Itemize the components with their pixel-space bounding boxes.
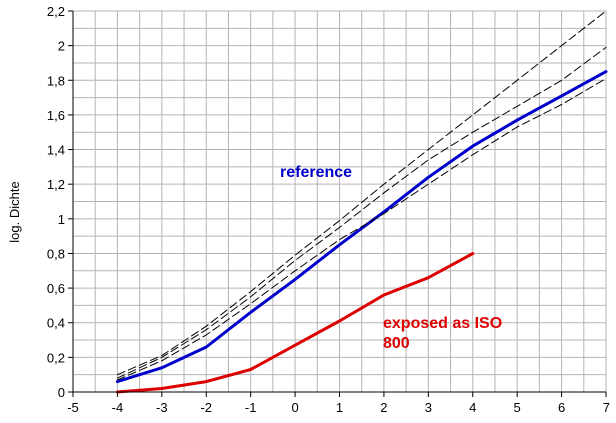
- y-tick-label: 1: [58, 212, 65, 227]
- y-tick-label: 2,2: [47, 4, 65, 19]
- tick-labels: -5 -4 -3 -2 -1 0 1 2 3 4 5 6 7 0 0,2 0,4 0,6 0,8 1 1,2 1,4 1,…: [47, 4, 610, 415]
- iso-annotation-line-2: 800: [383, 335, 410, 352]
- x-tick-label: 3: [425, 400, 432, 415]
- y-tick-label: 1,2: [47, 177, 65, 192]
- x-tick-label: -3: [156, 400, 168, 415]
- series-line-0: [115, 70, 608, 384]
- series-line-1: [115, 252, 475, 394]
- y-tick-label: 1,6: [47, 108, 65, 123]
- iso-annotation-line-1: exposed as ISO: [383, 315, 502, 332]
- x-tick-label: 5: [514, 400, 521, 415]
- dashed-curve-3: [116, 46, 607, 379]
- series-layer: [115, 10, 608, 394]
- grid: [72, 10, 607, 393]
- y-tick-label: 0: [58, 385, 65, 400]
- dashed-curve-4: [116, 78, 607, 381]
- x-tick-label: 1: [336, 400, 343, 415]
- x-tick-label: 6: [558, 400, 565, 415]
- y-tick-label: 1,4: [47, 143, 65, 158]
- x-tick-label: -5: [67, 400, 79, 415]
- x-tick-label: 4: [469, 400, 476, 415]
- x-tick-label: -4: [112, 400, 124, 415]
- x-tick-label: 2: [380, 400, 387, 415]
- y-tick-label: 0,2: [47, 350, 65, 365]
- y-tick-label: 0,6: [47, 281, 65, 296]
- x-tick-label: -1: [245, 400, 257, 415]
- axes: [68, 10, 607, 397]
- x-tick-label: 7: [603, 400, 610, 415]
- y-tick-label: 0,8: [47, 246, 65, 261]
- y-axis-title: log. Dichte: [7, 181, 22, 242]
- reference-annotation: reference: [280, 164, 352, 181]
- dashed-curve-2: [116, 10, 607, 376]
- y-tick-label: 2: [58, 39, 65, 54]
- x-tick-label: 0: [291, 400, 298, 415]
- x-tick-label: -2: [200, 400, 212, 415]
- y-tick-label: 0,4: [47, 316, 65, 331]
- y-tick-label: 1,8: [47, 73, 65, 88]
